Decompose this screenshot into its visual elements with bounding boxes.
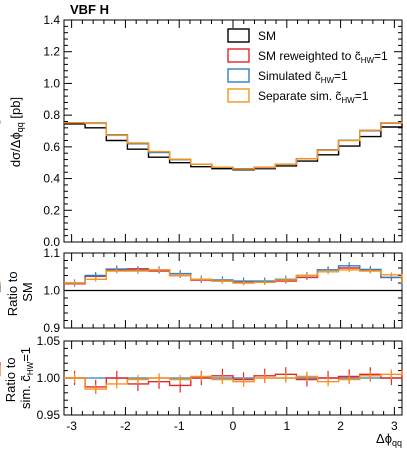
ratio-sm-y-axis-label: Ratio to SM [5,268,35,316]
ratio-sm-series-separate-sim--line [64,269,403,284]
ratio-sm-y-tick-label: 0.9 [43,321,60,335]
x-tick-label: 3 [391,419,398,433]
main-series-sm-reweighted-to-line [64,121,403,170]
legend-swatch [227,88,250,103]
main-series-simulated-line [64,121,403,170]
ratio-sm-y-tick-label: 1.1 [43,246,60,260]
ratio-sim-series-separate-sim--line [64,370,403,390]
legend-swatch [227,68,250,83]
ratio-sm-y-tick-label: 1.0 [43,284,60,298]
legend: SM SM reweighted to c̃HW=1 Simulated c̃HW=… [227,28,388,105]
main-panel: 0.0 0.2 0.4 0.6 0.8 1.0 1.2 1.4 [0,13,403,249]
legend-entry-label: Separate sim. c̃HW=1 [258,89,369,105]
main-y-tick-label: 0.4 [43,172,60,186]
ratio-sim-y-axis-label: Ratio to sim. c̃HW=1 [3,347,35,409]
ratio-sim-y-tick-label: 0.95 [37,408,61,422]
main-y-tick-label: 0.2 [43,203,60,217]
x-tick-label: -2 [120,419,131,433]
figure-label: VBF H [70,2,109,17]
legend-entry-label: SM [258,29,276,43]
main-series-sm-line [64,123,403,171]
main-y-tick-label: 0.8 [43,108,60,122]
ratio-to-sm-panel: 0.9 1.0 1.1 [0,246,403,335]
x-tick-label: 2 [337,419,344,433]
main-y-tick-label: 1.0 [43,76,60,90]
legend-swatch [227,48,250,63]
x-tick-label: -1 [174,419,185,433]
main-y-tick-label: 0.6 [43,140,60,154]
x-tick-label: -3 [66,419,77,433]
main-y-tick-label: 1.4 [43,13,60,27]
main-y-tick-label: 1.2 [43,45,60,59]
ratio-sim-y-tick-label: 1.05 [37,334,61,348]
x-axis-label: Δϕqq [376,431,402,448]
legend-swatch [227,28,250,43]
main-y-tick-label: 0.0 [43,235,60,249]
x-tick-label: 1 [283,419,290,433]
legend-entry-label: Simulated c̃HW=1 [258,69,348,85]
ratio-sim-y-tick-label: 1.00 [37,371,61,385]
x-tick-label: 0 [230,419,237,433]
main-series-separate-sim--line [64,121,403,170]
legend-entry-label: SM reweighted to c̃HW=1 [258,49,388,65]
ratio-to-sim-panel: 0.95 1.00 1.05 -3 -2 -1 0 1 2 3 [0,334,403,433]
main-y-axis-label: dσ/Δϕqq [pb] [8,97,25,167]
